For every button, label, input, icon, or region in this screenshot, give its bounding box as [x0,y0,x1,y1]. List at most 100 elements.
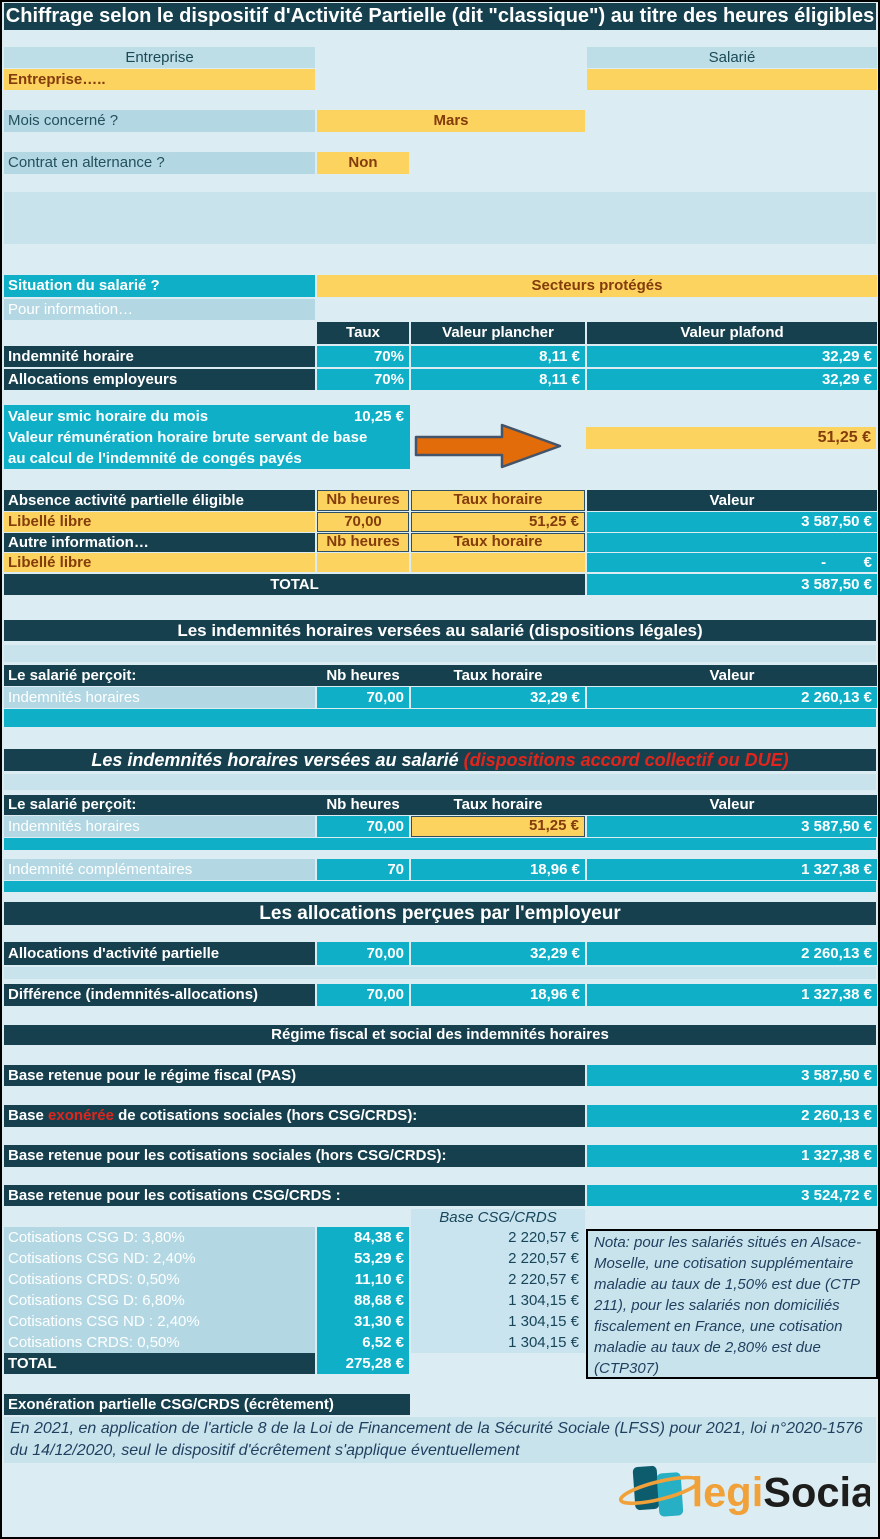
cotisation-value: 31,30 € [317,1311,409,1332]
decorative-band [4,645,876,662]
fiscal-banner: Régime fiscal et social des indemnités h… [4,1025,876,1045]
collective-header-row: Le salarié perçoit: Nb heures Taux horai… [4,795,877,815]
row-value: 2 260,13 € [587,1105,877,1127]
entreprise-input[interactable]: Entreprise….. [4,69,315,90]
logo-text-legi: legi [692,1468,764,1515]
cotisation-row: Cotisations CSG ND: 2,40% 53,29 € 2 220,… [4,1248,876,1269]
valeur-value: 1 327,38 € [587,859,877,880]
nb-heures-header: Nb heures [317,533,409,552]
cotisation-label: Cotisations CSG D: 6,80% [4,1290,315,1311]
right-arrow-icon [414,423,562,469]
percoit-label: Le salarié perçoit: [4,665,315,686]
svg-text:legiSocial: legiSocial [692,1468,870,1515]
row-value: 1 327,38 € [587,1145,877,1167]
nota-box: Nota: pour les salariés situés en Alsace… [586,1229,878,1379]
taux-value: 32,29 € [411,942,585,965]
taux-value: 32,29 € [411,687,585,708]
nb-value: 70,00 [317,984,409,1006]
collective-row-1: Indemnités horaires 70,00 51,25 € 3 587,… [4,816,877,837]
taux-value: 18,96 € [411,859,585,880]
cotisation-value: 6,52 € [317,1332,409,1353]
cotisation-row: Cotisations CSG D: 3,80% 84,38 € 2 220,5… [4,1227,876,1248]
entreprise-header: Entreprise [4,47,315,68]
smic-label: Valeur smic horaire du mois [8,408,209,425]
nb-value: 70,00 [317,687,409,708]
situation-input[interactable]: Secteurs protégés [317,275,877,297]
company-employee-value-row: Entreprise….. [4,69,877,90]
nb-heures-header: Nb heures [317,665,409,686]
plancher-value: 8,11 € [411,346,585,367]
libelle-libre-input[interactable]: Libellé libre [4,553,315,572]
decorative-band [4,967,876,979]
month-row: Mois concerné ? Mars [4,110,876,132]
salarie-input[interactable] [587,69,877,90]
taux-horaire-input[interactable]: 51,25 € [411,512,585,532]
row-label: Base retenue pour les cotisations CSG/CR… [4,1185,585,1206]
cotisation-row: Cotisations CRDS: 0,50% 6,52 € 1 304,15 … [4,1332,876,1353]
smic-info-box: Valeur smic horaire du mois 10,25 € Vale… [4,405,410,469]
cotisation-row: Cotisations CSG D: 6,80% 88,68 € 1 304,1… [4,1290,876,1311]
cotisation-base: 2 220,57 € [411,1248,585,1269]
valeur-header: Valeur [587,795,877,815]
fiscal-row-3: Base retenue pour les cotisations social… [4,1145,877,1167]
taux-input[interactable]: 51,25 € [411,816,585,837]
valeur-value: 1 327,38 € [587,984,877,1006]
plancher-value: 8,11 € [411,369,585,390]
taux-horaire-input[interactable] [411,553,585,572]
taux-header: Taux [317,322,409,344]
taux-value: 70% [317,369,409,390]
legisocial-logo: legiSocial [618,1460,878,1529]
absence-row-1: Libellé libre 70,00 51,25 € 3 587,50 € [4,512,877,532]
month-label: Mois concerné ? [4,110,315,132]
collective-banner: Les indemnités horaires versées au salar… [4,749,876,771]
gap-cell [317,69,409,90]
valeur-value: 2 260,13 € [587,687,877,708]
nb-heures-input[interactable] [317,553,409,572]
nb-heures-input[interactable]: 70,00 [317,512,409,532]
percoit-label: Le salarié perçoit: [4,795,315,815]
cyan-strip [4,838,876,850]
fiscal-row-1: Base retenue pour le régime fiscal (PAS)… [4,1065,877,1086]
taux-horaire-header: Taux horaire [411,665,585,686]
valeur-value: 2 260,13 € [587,942,877,965]
alternance-input[interactable]: Non [317,152,409,174]
row-label: Indemnité complémentaires [4,859,315,880]
valeur-value: 3 587,50 € [587,816,877,837]
autre-info-label: Autre information… [4,533,315,552]
cotisation-base: 1 304,15 € [411,1332,585,1353]
row-label: Allocations employeurs [4,369,315,390]
alternance-label: Contrat en alternance ? [4,152,315,174]
plafond-value: 32,29 € [587,346,877,367]
info-row: Pour information… [4,299,876,320]
legisocial-logo-icon: legiSocial [618,1465,878,1517]
base-conges-payes-input[interactable]: 51,25 € [586,427,876,449]
collective-banner-red: (dispositions accord collectif ou DUE) [463,750,789,770]
libelle-libre-input[interactable]: Libellé libre [4,512,315,532]
situation-label: Situation du salarié ? [4,275,315,297]
month-input[interactable]: Mars [317,110,585,132]
gap-cell [411,47,585,68]
nb-value: 70,00 [317,816,409,837]
nb-heures-header: Nb heures [317,490,409,511]
footer-banner: Exonération partielle CSG/CRDS (écrêteme… [4,1394,410,1415]
situation-row: Situation du salarié ? Secteurs protégés [4,275,877,297]
total-label: TOTAL [4,574,585,595]
cotisation-value: 11,10 € [317,1269,409,1290]
taux-horaire-header: Taux horaire [411,490,585,511]
allocations-employeurs-row: Allocations employeurs 70% 8,11 € 32,29 … [4,369,877,390]
cotisation-label: Cotisations CSG D: 3,80% [4,1227,315,1248]
row-value: 3 587,50 € [587,1065,877,1086]
absence-header-row: Absence activité partielle éligible Nb h… [4,490,877,511]
indemnite-horaire-row: Indemnité horaire 70% 8,11 € 32,29 € [4,346,877,367]
cyan-strip [4,881,876,892]
collective-row-2: Indemnité complémentaires 70 18,96 € 1 3… [4,859,877,880]
smic-line2: Valeur rémunération horaire brute servan… [8,429,368,446]
nb-heures-header: Nb heures [317,795,409,815]
rates-header-row: Taux Valeur plancher Valeur plafond [4,322,877,344]
cotisation-value: 53,29 € [317,1248,409,1269]
cotisation-label: Cotisations CRDS: 0,50% [4,1332,315,1353]
logo-text-social: Social [763,1468,870,1515]
nb-value: 70,00 [317,942,409,965]
employer-row-2: Différence (indemnités-allocations) 70,0… [4,984,877,1006]
